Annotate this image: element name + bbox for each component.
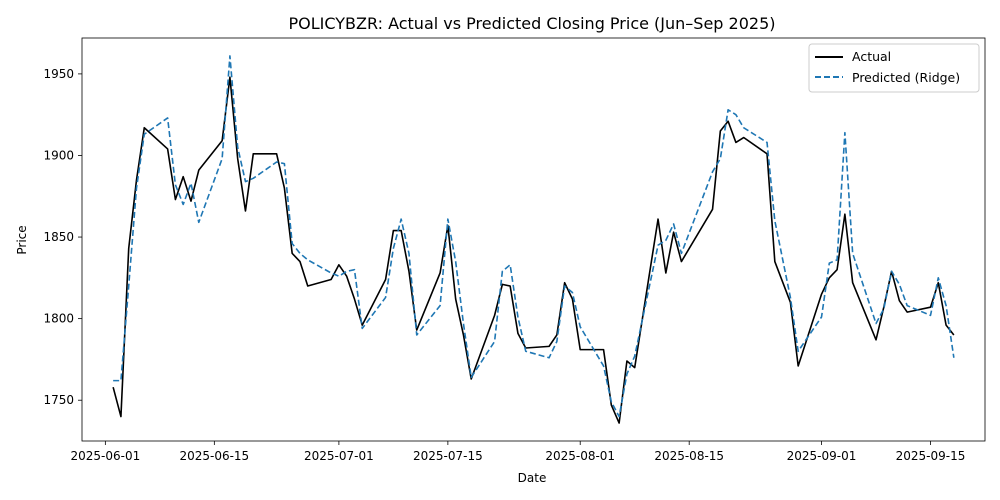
x-tick-label: 2025-08-01 bbox=[545, 449, 615, 463]
x-tick-label: 2025-07-15 bbox=[413, 449, 483, 463]
x-tick-label: 2025-06-01 bbox=[70, 449, 140, 463]
y-tick-label: 1900 bbox=[43, 148, 74, 162]
x-axis-label: Date bbox=[518, 471, 547, 485]
x-tick-label: 2025-09-01 bbox=[787, 449, 857, 463]
plot-frame bbox=[81, 37, 986, 442]
series-line-actual bbox=[112, 76, 955, 424]
y-axis-label: Price bbox=[15, 225, 29, 254]
y-axis: 1750 1800 1850 1900 1950 bbox=[43, 67, 82, 407]
legend-label-predicted: Predicted (Ridge) bbox=[852, 70, 960, 85]
series-line-predicted bbox=[113, 55, 955, 418]
x-tick-label: 2025-06-15 bbox=[179, 449, 249, 463]
x-axis: 2025-06-01 2025-06-15 2025-07-01 2025-07-15… bbox=[70, 441, 965, 463]
x-tick-label: 2025-08-15 bbox=[654, 449, 724, 463]
x-tick-label: 2025-07-01 bbox=[304, 449, 374, 463]
plot-area bbox=[81, 37, 986, 442]
legend-label-actual: Actual bbox=[852, 49, 891, 64]
legend: Actual Predicted (Ridge) bbox=[808, 43, 980, 93]
legend-frame bbox=[808, 43, 980, 93]
x-tick-label: 2025-09-15 bbox=[896, 449, 966, 463]
y-tick-label: 1950 bbox=[43, 67, 74, 81]
series-layer bbox=[112, 55, 955, 424]
chart-title: POLICYBZR: Actual vs Predicted Closing P… bbox=[288, 14, 775, 33]
y-tick-label: 1800 bbox=[43, 312, 74, 326]
y-tick-label: 1850 bbox=[43, 230, 74, 244]
y-tick-label: 1750 bbox=[43, 393, 74, 407]
